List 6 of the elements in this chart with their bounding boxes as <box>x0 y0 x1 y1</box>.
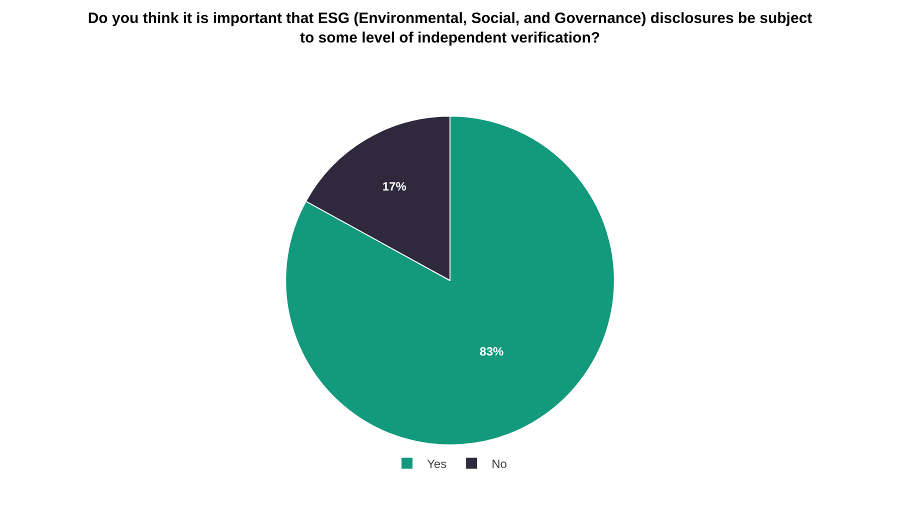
chart-title: Do you think it is important that ESG (Environmental, Social, and Governance) disclosures be subject to some level of independent verification? <box>88 10 812 46</box>
legend-label: Yes <box>427 456 447 471</box>
data-label: 83% <box>480 344 504 358</box>
pie-slice <box>285 116 615 446</box>
legend-label: No <box>492 456 508 471</box>
data-label: 17% <box>382 180 407 194</box>
